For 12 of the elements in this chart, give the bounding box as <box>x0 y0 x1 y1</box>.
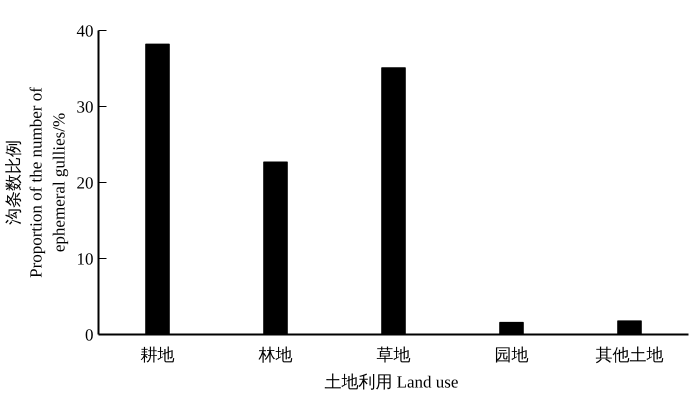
x-tick-label: 耕地 <box>140 346 174 364</box>
y-tick-label: 0 <box>85 326 94 344</box>
y-tick-label: 30 <box>76 98 94 116</box>
x-axis-title: 土地利用 Land use <box>324 372 458 392</box>
x-tick-label: 林地 <box>258 346 292 364</box>
x-tick-label: 其他土地 <box>596 346 664 364</box>
y-tick-label: 40 <box>76 22 94 40</box>
x-tick-label: 园地 <box>494 346 528 364</box>
y-tick-label: 20 <box>76 174 94 192</box>
x-tick-label: 草地 <box>376 346 410 364</box>
y-tick-label: 10 <box>76 250 94 268</box>
y-axis-title: 沟条数比例 Proportion of the number of ephemeral gullies/% <box>4 86 68 278</box>
